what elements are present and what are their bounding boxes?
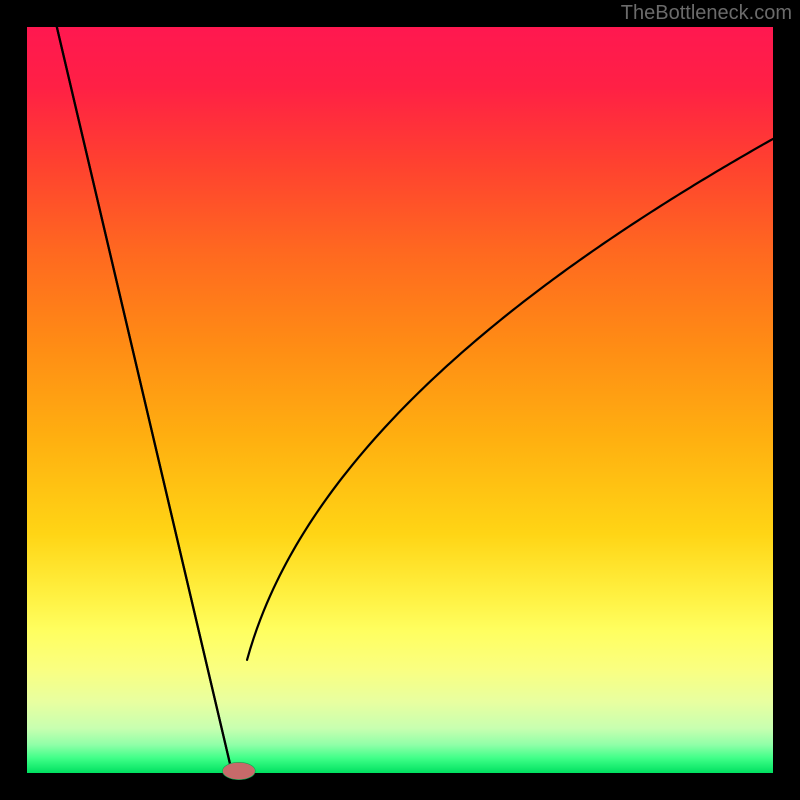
bottleneck-chart	[0, 0, 800, 800]
gradient-plot-area	[27, 27, 773, 773]
chart-container: TheBottleneck.com	[0, 0, 800, 800]
optimal-marker	[222, 762, 255, 779]
watermark-text: TheBottleneck.com	[621, 2, 792, 25]
